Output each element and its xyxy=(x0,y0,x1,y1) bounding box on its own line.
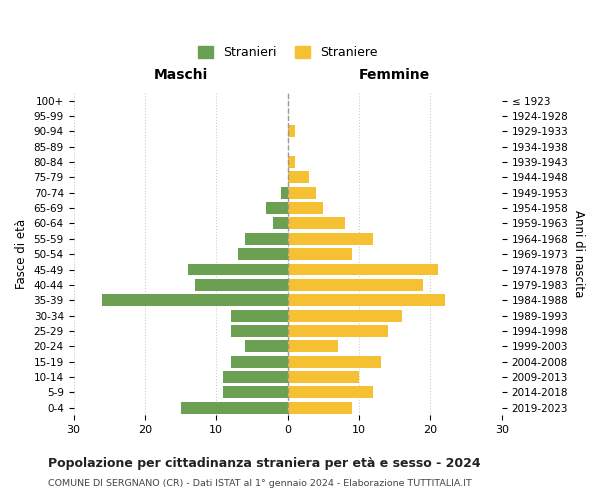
Bar xyxy=(287,172,309,183)
Bar xyxy=(287,279,424,291)
Bar xyxy=(238,248,287,260)
Bar xyxy=(287,310,402,322)
Bar xyxy=(245,233,287,245)
Y-axis label: Fasce di età: Fasce di età xyxy=(15,219,28,289)
Bar xyxy=(223,386,287,398)
Bar xyxy=(287,325,388,337)
Bar xyxy=(274,218,287,230)
Bar xyxy=(266,202,287,214)
Bar xyxy=(287,402,352,413)
Bar xyxy=(287,126,295,138)
Bar xyxy=(230,310,287,322)
Bar xyxy=(223,371,287,383)
Bar xyxy=(102,294,287,306)
Bar xyxy=(188,264,287,276)
Bar xyxy=(287,371,359,383)
Bar xyxy=(181,402,287,413)
Legend: Stranieri, Straniere: Stranieri, Straniere xyxy=(193,42,383,64)
Text: Femmine: Femmine xyxy=(359,68,430,82)
Bar xyxy=(245,340,287,352)
Text: Popolazione per cittadinanza straniera per età e sesso - 2024: Popolazione per cittadinanza straniera p… xyxy=(48,458,481,470)
Bar xyxy=(195,279,287,291)
Bar xyxy=(230,356,287,368)
Bar xyxy=(230,325,287,337)
Y-axis label: Anni di nascita: Anni di nascita xyxy=(572,210,585,298)
Bar xyxy=(287,386,373,398)
Bar xyxy=(281,187,287,199)
Bar xyxy=(287,233,373,245)
Bar xyxy=(287,156,295,168)
Bar xyxy=(287,187,316,199)
Bar xyxy=(287,340,338,352)
Text: COMUNE DI SERGNANO (CR) - Dati ISTAT al 1° gennaio 2024 - Elaborazione TUTTITALI: COMUNE DI SERGNANO (CR) - Dati ISTAT al … xyxy=(48,479,472,488)
Bar xyxy=(287,248,352,260)
Bar xyxy=(287,202,323,214)
Bar xyxy=(287,218,345,230)
Bar xyxy=(287,356,380,368)
Bar xyxy=(287,294,445,306)
Bar xyxy=(287,264,437,276)
Text: Maschi: Maschi xyxy=(154,68,208,82)
